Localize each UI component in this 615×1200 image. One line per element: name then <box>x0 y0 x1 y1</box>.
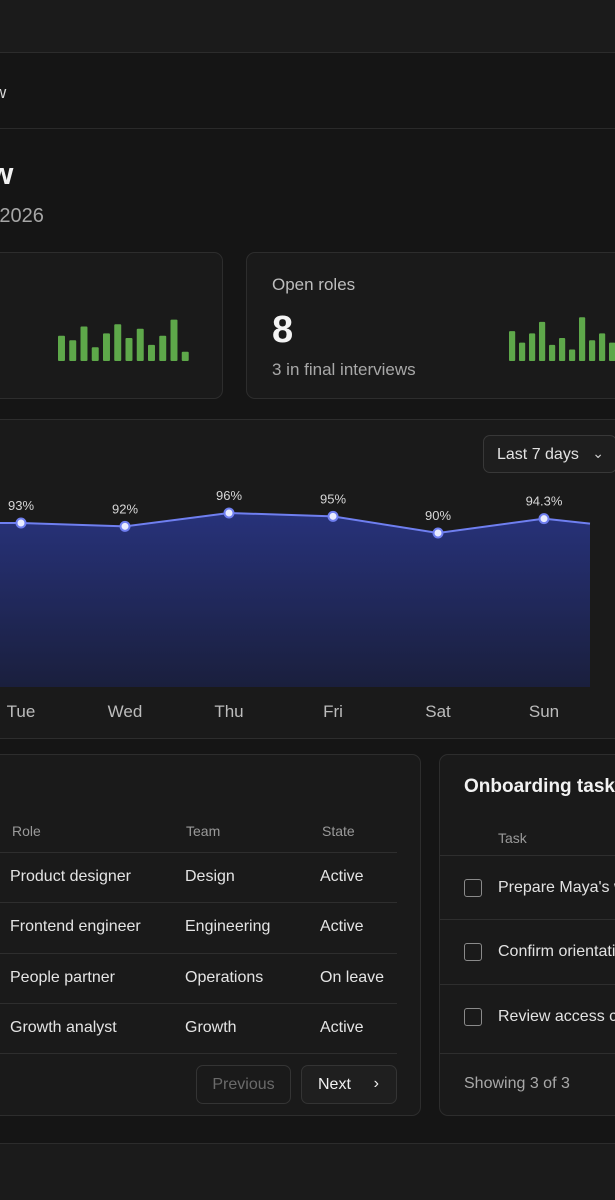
row-divider <box>440 1053 615 1054</box>
previous-button[interactable]: Previous <box>196 1065 291 1104</box>
spark-bar <box>569 349 576 361</box>
spark-bar <box>609 342 615 361</box>
spark-bar <box>91 347 99 361</box>
data-point[interactable] <box>15 517 27 529</box>
cell-team: Engineering <box>185 918 271 935</box>
breadcrumb[interactable]: w <box>0 83 7 102</box>
data-label: 95% <box>320 491 346 506</box>
spark-bar <box>599 333 606 361</box>
cell-role: People partner <box>10 969 115 986</box>
cell-role: Growth analyst <box>10 1019 117 1036</box>
spark-bar <box>529 333 536 361</box>
chevron-down-icon: ⌄ <box>592 445 604 461</box>
sparkline-chart <box>58 319 189 361</box>
spark-bar <box>589 340 596 361</box>
x-axis-label: Thu <box>214 702 243 721</box>
data-point[interactable] <box>119 520 131 532</box>
column-header-state[interactable]: State <box>322 823 355 839</box>
task-checkbox[interactable] <box>464 879 482 897</box>
top-bar <box>0 52 615 129</box>
spark-bar <box>58 335 65 361</box>
area-chart: 93% Tue 92% Wed 96% Thu 95% Fri 90% Sat 94.3% Sun <box>0 488 591 721</box>
spark-bar <box>519 342 526 361</box>
spark-bar <box>148 344 155 361</box>
next-button[interactable]: Next › <box>301 1065 397 1104</box>
spark-bar <box>170 319 178 361</box>
page-subtitle: er 2026 <box>0 205 44 227</box>
cell-team: Growth <box>185 1019 237 1036</box>
row-divider <box>440 984 615 985</box>
spark-bar <box>509 331 516 361</box>
range-label: Last 7 days <box>497 446 579 463</box>
cell-team: Design <box>185 868 235 885</box>
column-header-team[interactable]: Team <box>186 823 221 839</box>
spark-bar <box>539 321 546 361</box>
spark-bar <box>559 338 566 361</box>
spark-bar <box>549 344 556 361</box>
tasks-title: Onboarding tasks <box>464 776 615 797</box>
task-text: Prepare Maya's w <box>498 879 615 896</box>
data-label: 96% <box>216 488 242 503</box>
x-axis-label: Sat <box>425 702 451 721</box>
data-point[interactable] <box>538 513 550 525</box>
row-divider <box>0 902 397 903</box>
column-header-role[interactable]: Role <box>12 823 41 839</box>
chart-area <box>0 513 590 687</box>
stat-sub: 3 in final interviews <box>272 360 416 379</box>
cell-role: Frontend engineer <box>10 918 141 935</box>
cell-team: Operations <box>185 969 264 986</box>
column-header-task[interactable]: Task <box>498 830 527 846</box>
data-label: 93% <box>8 498 34 513</box>
data-point[interactable] <box>223 507 235 519</box>
chevron-right-icon: › <box>373 1075 379 1092</box>
cell-state: Active <box>320 868 364 885</box>
x-axis-label: Fri <box>323 702 343 721</box>
row-divider <box>440 919 615 920</box>
cell-role: Product designer <box>10 868 131 885</box>
spark-bar <box>579 317 586 361</box>
spark-bar <box>80 326 88 361</box>
data-point[interactable] <box>432 527 444 539</box>
spark-bar <box>114 324 122 361</box>
tasks-footer: Showing 3 of 3 <box>464 1075 570 1092</box>
cell-state: Active <box>320 918 364 935</box>
row-divider <box>440 855 615 856</box>
row-divider <box>0 1053 397 1054</box>
task-text: Review access c <box>498 1008 615 1025</box>
chart-line <box>0 511 591 535</box>
cell-state: Active <box>320 1019 364 1036</box>
data-label: 90% <box>425 508 451 523</box>
task-checkbox[interactable] <box>464 943 482 961</box>
cell-state: On leave <box>320 969 385 986</box>
range-dropdown[interactable]: Last 7 days ⌄ <box>483 435 615 473</box>
row-divider <box>0 1003 397 1004</box>
spark-bar <box>159 335 167 361</box>
next-label: Next <box>318 1076 351 1093</box>
row-divider <box>0 852 397 853</box>
spark-bar <box>136 328 144 361</box>
spark-bar <box>181 351 189 361</box>
data-label: 92% <box>112 501 138 516</box>
page-title: ew <box>0 156 14 191</box>
sparkline-chart <box>509 317 615 361</box>
spark-bar <box>103 333 110 361</box>
data-label: 94.3% <box>526 494 563 509</box>
task-checkbox[interactable] <box>464 1008 482 1026</box>
x-axis-label: Wed <box>108 702 143 721</box>
row-divider <box>0 953 397 954</box>
onboarding-tasks-card <box>439 754 615 1116</box>
spark-bar <box>69 340 77 361</box>
data-point[interactable] <box>327 510 339 522</box>
stat-card-open-roles: Open roles 8 3 in final interviews <box>246 252 615 399</box>
x-axis-label: Tue <box>7 702 36 721</box>
x-axis-label: Sun <box>529 702 559 721</box>
stat-value: 8 <box>272 309 294 351</box>
stat-label: Open roles <box>272 275 356 294</box>
spark-bar <box>125 338 133 361</box>
roles-table-card <box>0 754 421 1116</box>
task-text: Confirm orientati <box>498 943 615 960</box>
stat-card-1 <box>0 252 223 399</box>
